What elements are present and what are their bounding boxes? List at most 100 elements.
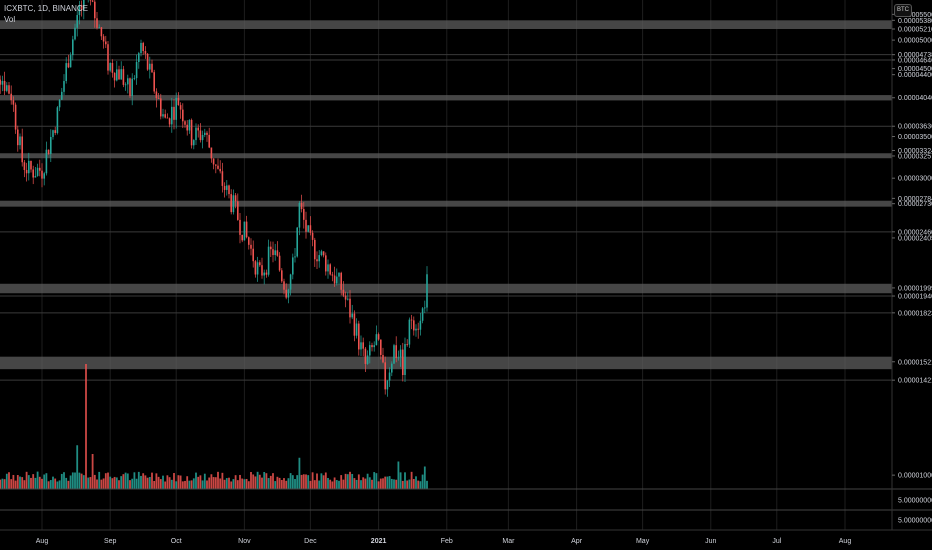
candle-body[interactable] [45,149,48,174]
candle-body[interactable] [1,80,4,85]
candle-body[interactable] [320,251,323,256]
candle-body[interactable] [109,62,111,71]
volume-bar[interactable] [80,473,83,489]
volume-bar[interactable] [124,472,127,489]
volume-bar[interactable] [412,479,415,489]
volume-bar[interactable] [140,475,142,489]
candle-body[interactable] [127,78,129,85]
volume-bar[interactable] [423,466,426,490]
candle-body[interactable] [380,339,382,355]
volume-bar[interactable] [366,473,369,489]
candle-body[interactable] [138,53,140,62]
candle-body[interactable] [270,246,272,250]
candle-body[interactable] [338,272,340,277]
volume-bar[interactable] [82,475,85,489]
candle-body[interactable] [155,91,158,99]
volume-bar[interactable] [93,474,96,489]
candle-body[interactable] [210,147,213,159]
volume-bar[interactable] [8,472,10,489]
candle-body[interactable] [391,363,393,373]
candle-body[interactable] [250,244,252,249]
volume-bar[interactable] [34,477,37,489]
volume-bar[interactable] [236,480,239,489]
volume-bar[interactable] [96,479,98,489]
candle-body[interactable] [364,348,367,364]
candle-body[interactable] [426,274,428,308]
volume-bar[interactable] [58,480,61,489]
volume-bar[interactable] [371,479,373,489]
volume-bar[interactable] [395,479,398,489]
candle-body[interactable] [65,63,67,82]
candle-body[interactable] [228,185,230,195]
volume-bar[interactable] [208,477,211,489]
candle-body[interactable] [58,99,61,108]
volume-bar[interactable] [221,472,224,489]
volume-bar[interactable] [135,478,138,489]
candle-body[interactable] [111,62,114,73]
candle-body[interactable] [353,313,356,336]
volume-bar[interactable] [388,476,391,489]
candle-body[interactable] [162,114,164,117]
volume-bar[interactable] [19,476,21,489]
candle-body[interactable] [151,63,153,73]
candle-body[interactable] [146,53,149,70]
volume-bar[interactable] [168,477,171,489]
candle-body[interactable] [28,160,30,174]
volume-bar[interactable] [349,471,351,489]
candle-body[interactable] [133,78,136,79]
candle-body[interactable] [120,69,122,80]
volume-bar[interactable] [329,479,332,489]
volume-bar[interactable] [12,474,15,489]
volume-bar[interactable] [291,475,294,489]
candle-body[interactable] [113,72,116,81]
candle-body[interactable] [226,185,228,190]
candle-body[interactable] [325,255,327,272]
volume-bar[interactable] [322,475,325,489]
volume-bar[interactable] [256,471,259,489]
volume-bar[interactable] [85,364,87,489]
volume-bar[interactable] [331,481,334,489]
volume-bar[interactable] [89,477,92,489]
candle-body[interactable] [241,234,243,241]
candle-body[interactable] [208,134,210,148]
volume-bar[interactable] [65,477,68,489]
zone-6[interactable] [0,356,892,370]
volume-bar[interactable] [302,474,305,489]
candle-body[interactable] [281,270,283,282]
candle-body[interactable] [140,42,142,54]
candle-body[interactable] [171,106,173,125]
volume-bar[interactable] [60,473,63,489]
zone-4[interactable] [0,200,892,207]
volume-bar[interactable] [368,477,371,489]
candle-body[interactable] [142,42,144,52]
volume-bar[interactable] [153,480,156,489]
volume-bar[interactable] [56,481,59,489]
volume-bar[interactable] [21,477,24,489]
volume-bar[interactable] [76,445,79,489]
candle-body[interactable] [135,61,138,79]
volume-bar[interactable] [67,480,70,489]
candle-body[interactable] [285,289,287,298]
candle-body[interactable] [149,63,151,70]
volume-bar[interactable] [373,472,376,489]
candle-body[interactable] [197,127,199,131]
volume-bar[interactable] [199,475,202,489]
candle-body[interactable] [369,345,371,356]
volume-bar[interactable] [30,477,32,489]
candle-body[interactable] [296,227,298,257]
candle-body[interactable] [217,165,219,169]
volume-bar[interactable] [406,480,409,489]
candle-body[interactable] [25,169,28,174]
candle-body[interactable] [327,264,329,272]
candle-body[interactable] [237,201,239,220]
volume-bar[interactable] [142,473,145,489]
candle-body[interactable] [50,136,52,154]
candle-body[interactable] [292,257,294,275]
volume-bar[interactable] [311,472,314,489]
volume-bar[interactable] [243,479,246,489]
volume-bar[interactable] [27,475,30,489]
volume-bar[interactable] [49,480,52,489]
candle-body[interactable] [98,27,100,29]
volume-bar[interactable] [115,477,118,489]
